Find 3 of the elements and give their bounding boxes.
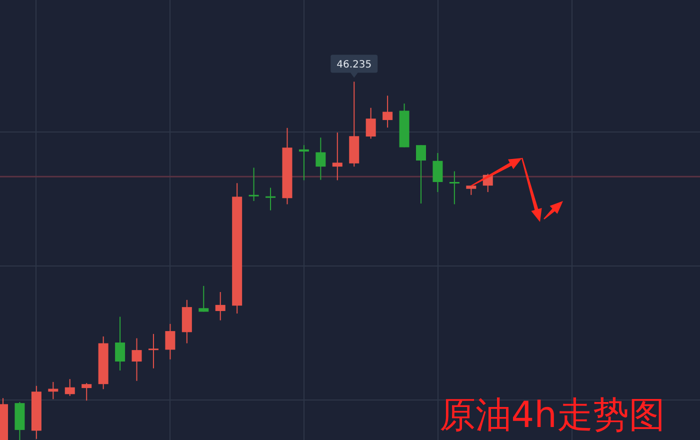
annotation: 46.235 bbox=[330, 54, 378, 78]
text: 原油4h走势图 bbox=[439, 395, 665, 436]
annotation: 46.235 bbox=[336, 60, 372, 71]
